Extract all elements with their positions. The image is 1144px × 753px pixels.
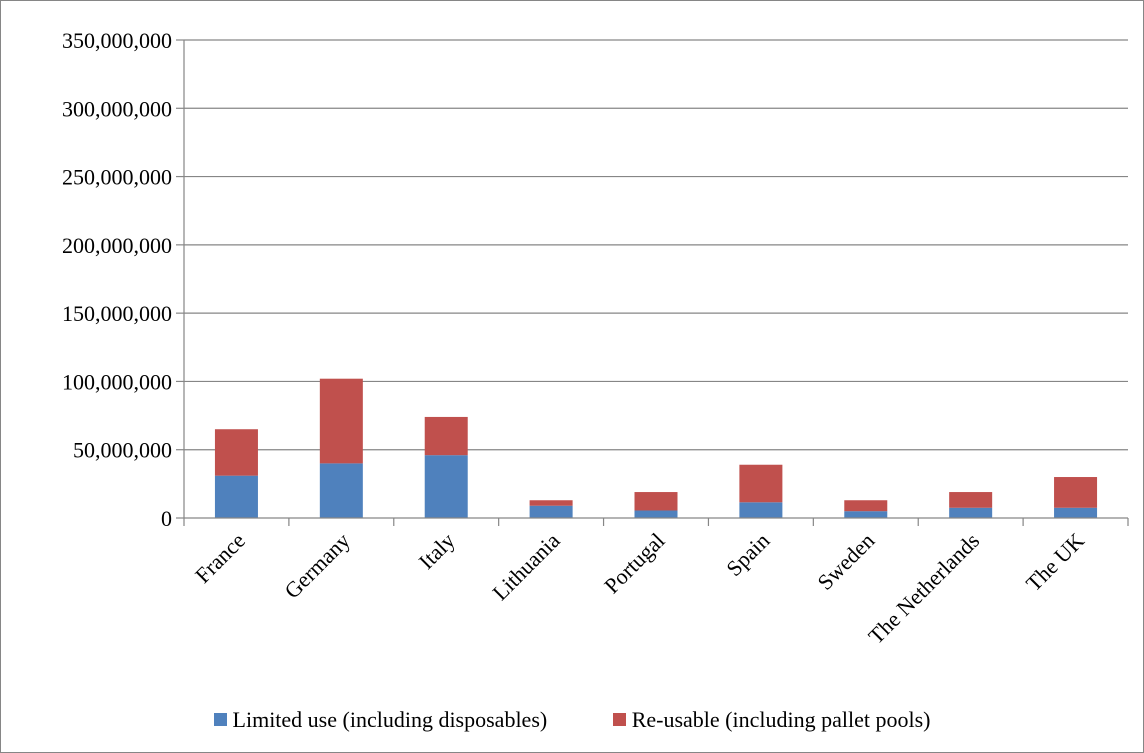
bar-re-usable: [319, 378, 363, 464]
bar-re-usable: [1054, 477, 1098, 508]
x-axis-tick-marks: [183, 518, 1129, 526]
y-tick-label: 100,000,000: [62, 369, 172, 394]
x-category-label: Germany: [279, 528, 355, 604]
bar-re-usable: [739, 464, 783, 503]
legend-label-re-usable: Re-usable (including pallet pools): [631, 706, 931, 732]
y-tick-label: 300,000,000: [62, 96, 172, 121]
y-tick-label: 350,000,000: [62, 28, 172, 53]
x-category-label: The UK: [1021, 528, 1089, 596]
bar-limited-use: [214, 475, 258, 518]
bar-re-usable: [634, 492, 678, 511]
legend-item-re-usable: Re-usable (including pallet pools): [612, 706, 931, 733]
bar-re-usable: [214, 429, 258, 476]
bar-limited-use: [739, 502, 783, 518]
x-category-label: Italy: [414, 528, 460, 574]
bar-limited-use: [949, 507, 993, 518]
y-tick-label: 150,000,000: [62, 301, 172, 326]
legend: Limited use (including disposables) Re-u…: [0, 706, 1144, 733]
x-category-label: Lithuania: [487, 528, 564, 605]
bars: [214, 378, 1098, 518]
bar-re-usable: [529, 500, 573, 506]
legend-swatch-re-usable: [612, 713, 626, 726]
x-category-label: The Netherlands: [863, 528, 984, 649]
bar-limited-use: [529, 505, 573, 518]
legend-label-limited-use: Limited use (including disposables): [232, 706, 548, 732]
y-tick-label: 0: [161, 506, 172, 531]
y-tick-label: 250,000,000: [62, 165, 172, 190]
bar-limited-use: [1054, 507, 1098, 518]
legend-item-limited-use: Limited use (including disposables): [213, 706, 548, 733]
y-axis-tick-labels: 0 50,000,000 100,000,000 150,000,000 200,000…: [62, 28, 184, 531]
legend-swatch-limited-use: [213, 713, 227, 726]
x-category-label: Sweden: [812, 528, 879, 595]
y-tick-label: 50,000,000: [73, 438, 172, 463]
x-axis-category-labels: France Germany Italy Lithuania Portugal Spain…: [190, 528, 1089, 649]
bar-re-usable: [949, 492, 993, 508]
y-tick-label: 200,000,000: [62, 233, 172, 258]
x-category-label: Portugal: [599, 528, 669, 598]
bar-limited-use: [634, 510, 678, 518]
bar-limited-use: [844, 511, 888, 518]
bar-re-usable: [844, 500, 888, 512]
x-category-label: Spain: [721, 528, 774, 581]
bar-limited-use: [319, 463, 363, 518]
bar-limited-use: [424, 455, 468, 518]
x-category-label: France: [190, 528, 250, 588]
bar-re-usable: [424, 416, 468, 456]
stacked-bar-chart: 0 50,000,000 100,000,000 150,000,000 200,000…: [62, 28, 1129, 649]
